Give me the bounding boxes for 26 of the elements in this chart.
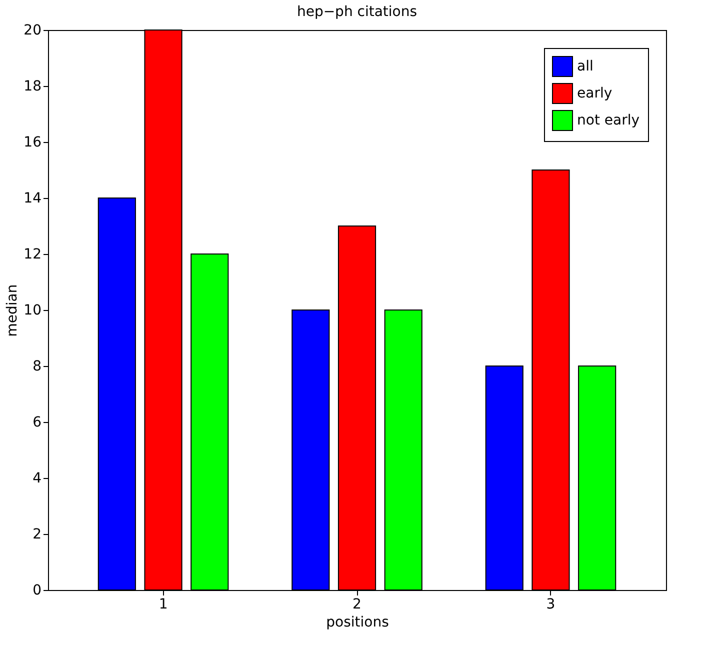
bar [292,310,330,590]
x-tick-label: 2 [352,596,362,612]
y-tick-label: 2 [32,526,42,542]
bar [578,366,616,590]
legend-label: early [577,86,612,102]
y-axis-title: median [4,284,21,337]
chart-title: hep−ph citations [296,4,418,20]
bar [384,310,422,590]
y-tick-label: 18 [24,78,42,94]
y-tick-label: 4 [32,470,42,486]
y-tick-label: 16 [24,134,42,150]
x-tick-label: 1 [158,596,168,612]
bar [190,254,229,590]
legend-label: not early [577,112,640,128]
y-tick-label: 12 [24,246,42,262]
y-tick-label: 10 [24,302,42,318]
y-tick-label: 0 [32,582,42,598]
x-tick-label: 3 [546,596,556,612]
x-axis-title: positions [326,614,389,630]
bar [98,198,136,590]
y-tick-label: 8 [32,358,42,374]
y-tick-label: 6 [32,414,42,430]
y-tick-label: 20 [24,22,42,38]
y-tick-label: 14 [24,190,42,206]
bar [485,366,524,590]
legend-label: all [577,58,594,74]
